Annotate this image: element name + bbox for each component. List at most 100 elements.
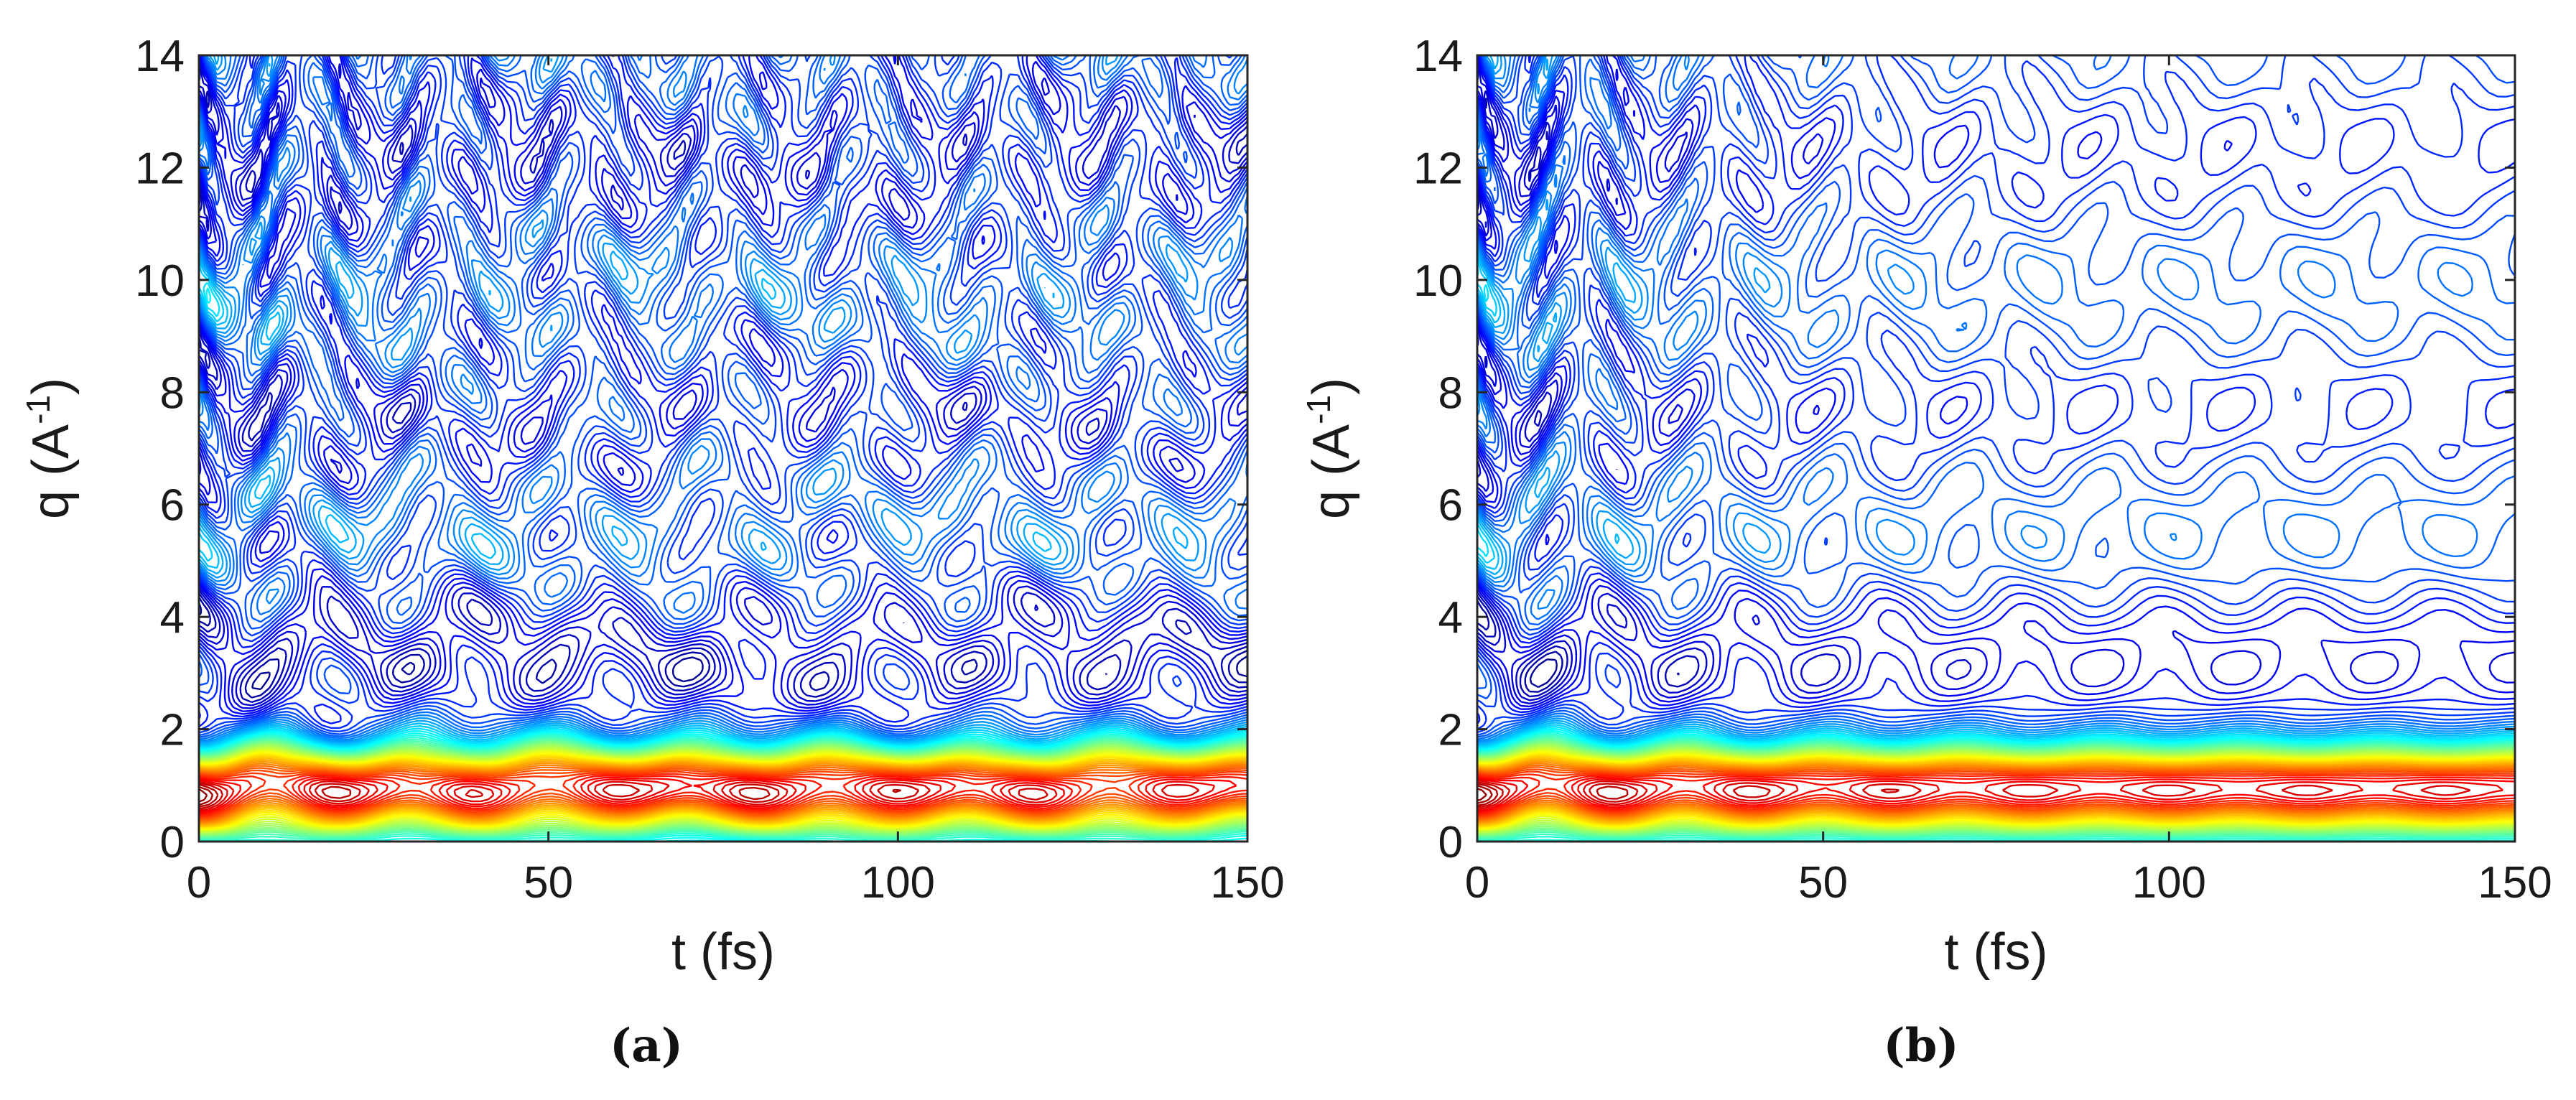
- contour-level: [1477, 55, 2515, 736]
- contour-level: [199, 752, 1247, 829]
- x-tick-label: 100: [2132, 858, 2206, 908]
- contour-level: [199, 770, 1247, 819]
- y-tick-label: 6: [1438, 481, 1463, 531]
- contour-level: [1477, 55, 2515, 725]
- y-tick-label: 6: [160, 481, 185, 531]
- contour-level: [199, 782, 1048, 810]
- contour-level: [1477, 749, 2515, 831]
- x-axis-label: t (fs): [671, 923, 775, 981]
- contour-level: [199, 767, 1247, 821]
- contour-level: [1477, 55, 2515, 745]
- contour-level: [1477, 762, 2515, 822]
- contour-level: [199, 744, 1247, 835]
- contour-level: [199, 55, 1247, 734]
- contour-level: [1477, 740, 2515, 836]
- contour-level: [1477, 737, 2515, 839]
- contour-level: [199, 760, 1247, 824]
- panel-caption: (a): [610, 1019, 683, 1073]
- contour-level: [1477, 757, 2515, 826]
- contour-level: [1477, 752, 2515, 829]
- contour-level: [199, 786, 214, 806]
- contour-lines: [199, 55, 1247, 842]
- contour-level: [1477, 254, 2515, 746]
- contour-level: [1477, 780, 1900, 808]
- contour-level: [1477, 55, 2515, 730]
- y-tick-label: 2: [1438, 706, 1463, 755]
- contour-level: [1477, 266, 2515, 749]
- contour-level: [1477, 55, 2515, 705]
- contour-level: [1477, 735, 2515, 840]
- contour-level: [199, 755, 1247, 828]
- contour-level: [199, 745, 1247, 834]
- contour-level: [199, 788, 208, 803]
- contour-level: [199, 754, 1247, 829]
- contour-level: [199, 63, 1247, 703]
- panel-caption: (b): [1883, 1019, 1958, 1073]
- contour-level: [1477, 783, 1629, 807]
- contour-level: [1477, 775, 2515, 815]
- contour-level: [199, 258, 1247, 746]
- contour-level: [199, 778, 1216, 813]
- contour-level: [1477, 754, 2515, 828]
- panel-b: 0 50 100 150 0 2 4 6 8 10 12 14 t (fs) q (A-1) (b): [1300, 32, 2552, 1073]
- y-tick-label: 0: [160, 818, 185, 867]
- contour-level: [1477, 776, 2515, 814]
- contour-level: [1477, 747, 2515, 831]
- contour-level: [199, 765, 1247, 822]
- contour-level: [199, 780, 1200, 811]
- contour-level: [199, 776, 1237, 814]
- contour-level: [199, 773, 1247, 817]
- contour-level: [199, 55, 1247, 712]
- contour-level: [199, 55, 1247, 738]
- contour-level: [199, 281, 1247, 749]
- contour-level: [199, 55, 1247, 740]
- contour-level: [1477, 55, 2515, 734]
- contour-level: [199, 737, 1247, 839]
- y-tick-label: 4: [1438, 593, 1463, 643]
- panel-a: 0 50 100 150 0 2 4 6 8 10 12 14 t (fs) q (A-1) (a): [19, 32, 1285, 1073]
- contour-level: [1477, 55, 2515, 708]
- contour-level: [199, 735, 1247, 842]
- contour-level: [1477, 770, 2515, 817]
- contour-level: [199, 55, 1247, 737]
- contour-level: [199, 750, 1247, 831]
- contour-level: [1477, 759, 2515, 825]
- contour-level: [1477, 788, 1487, 802]
- contour-level: [1477, 784, 1493, 805]
- x-tick-label: 0: [187, 858, 211, 908]
- plot-frame: [1476, 54, 2516, 843]
- contour-level: [1477, 730, 2515, 751]
- y-tick-label: 2: [160, 706, 185, 755]
- contour-level: [199, 55, 1247, 743]
- contour-level: [1477, 755, 2515, 827]
- contour-level: [199, 751, 1247, 831]
- x-tick-label: 100: [861, 858, 935, 908]
- contour-level: [1477, 743, 2515, 835]
- x-tick-label: 50: [524, 858, 573, 908]
- contour-level: [1477, 745, 2515, 834]
- contour-level: [199, 736, 1247, 840]
- contour-level: [1529, 658, 1558, 689]
- plot-frame: [197, 54, 1249, 843]
- contour-level: [1477, 766, 2515, 820]
- contour-level: [199, 742, 1247, 836]
- contour-level: [199, 748, 1247, 832]
- contour-level: [199, 55, 1247, 727]
- contour-level: [1477, 764, 2515, 821]
- contour-level: [1477, 773, 2515, 816]
- y-tick-label: 8: [160, 368, 185, 418]
- contour-level: [1477, 55, 2515, 742]
- contour-level: [199, 769, 1247, 820]
- contour-level: [199, 602, 1247, 691]
- y-axis-label: q (A-1): [1300, 378, 1360, 519]
- contour-level: [199, 775, 1247, 816]
- contour-level: [1477, 738, 2515, 838]
- y-tick-label: 8: [1438, 368, 1463, 418]
- contour-level: [1477, 258, 2515, 747]
- contour-level: [1477, 55, 2515, 710]
- contour-level: [199, 758, 1247, 826]
- contour-level: [1477, 778, 2503, 812]
- y-tick-label: 0: [1438, 818, 1463, 867]
- contour-level: [1477, 741, 2515, 836]
- y-tick-label: 12: [1413, 144, 1463, 193]
